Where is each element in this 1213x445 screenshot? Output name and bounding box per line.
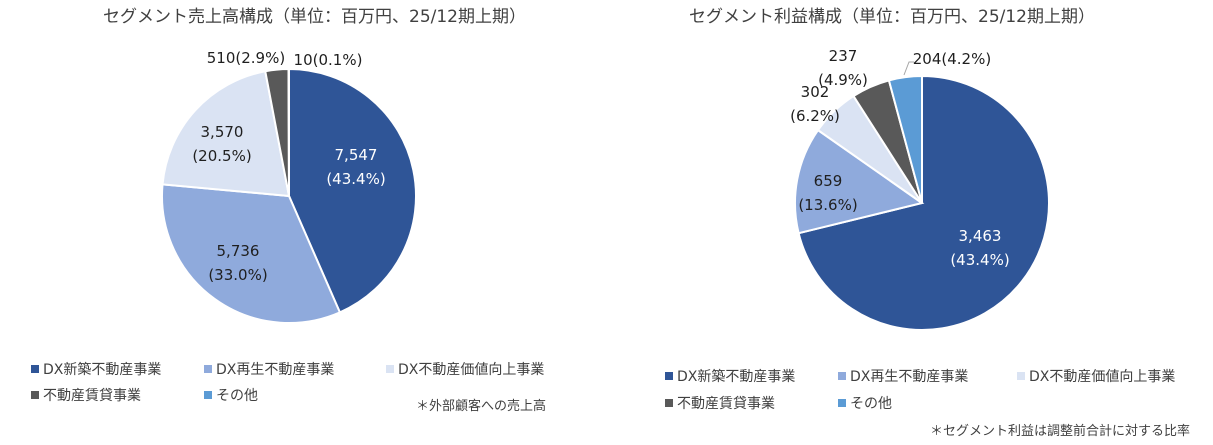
profit-chart-title: セグメント利益構成（単位：百万円、25/12期上期） [689, 7, 1095, 27]
profit-slice-dx-new [797, 74, 1050, 331]
profit-legend-label-1: DX再生不動産事業 [850, 369, 968, 385]
profit-chart: セグメント利益構成（単位：百万円、25/12期上期） 3,463 (43.4%)… [665, 7, 1190, 439]
profit-legend-label-3: 不動産賃貸事業 [677, 396, 775, 412]
profit-label-value-0: 3,463 [959, 227, 1002, 245]
sales-chart-title: セグメント売上高構成（単位：百万円、25/12期上期） [103, 7, 526, 27]
profit-label-value-4: 204(4.2%) [913, 50, 991, 68]
sales-legend-label-0: DX新築不動産事業 [43, 362, 161, 378]
profit-legend-swatch-2 [1017, 372, 1025, 380]
sales-legend-swatch-2 [386, 365, 394, 373]
sales-legend-label-3: 不動産賃貸事業 [43, 388, 141, 404]
sales-label-value-0: 7,547 [335, 146, 378, 164]
sales-label-value-2: 3,570 [201, 123, 244, 141]
sales-slice-dx-renovation [161, 183, 342, 324]
sales-slice-dx-new [288, 67, 417, 314]
profit-legend-swatch-1 [838, 372, 846, 380]
sales-label-pct-0: (43.4%) [326, 170, 385, 188]
sales-label-pct-1: (33.0%) [208, 266, 267, 284]
sales-slice-dx-value-up [161, 70, 291, 198]
sales-legend-swatch-1 [204, 365, 212, 373]
profit-label-value-1: 659 [814, 172, 843, 190]
sales-legend-swatch-3 [31, 391, 39, 399]
sales-legend-swatch-0 [31, 365, 39, 373]
sales-label-value-4: 10(0.1%) [294, 51, 363, 69]
profit-legend: DX新築不動産事業 DX再生不動産事業 DX不動産価値向上事業 不動産賃貸事業 … [665, 369, 1175, 412]
sales-label-pct-2: (20.5%) [192, 147, 251, 165]
profit-label-value-2: 302 [801, 83, 830, 101]
profit-legend-label-4: その他 [850, 396, 892, 412]
profit-label-pct-2: (6.2%) [790, 107, 840, 125]
sales-chart: セグメント売上高構成（単位：百万円、25/12期上期） 7,547 (43.4%… [31, 7, 546, 414]
profit-legend-swatch-3 [665, 399, 673, 407]
sales-legend-label-4: その他 [216, 388, 258, 404]
profit-legend-label-2: DX不動産価値向上事業 [1029, 369, 1175, 385]
profit-label-pct-1: (13.6%) [798, 196, 857, 214]
sales-pie [161, 67, 417, 324]
sales-legend-swatch-4 [204, 391, 212, 399]
sales-legend-label-1: DX再生不動産事業 [216, 362, 334, 378]
profit-slice-dx-renovation [794, 128, 925, 235]
profit-legend-swatch-0 [665, 372, 673, 380]
profit-label-value-3: 237 [829, 47, 858, 65]
sales-legend-label-2: DX不動産価値向上事業 [398, 362, 544, 378]
profit-note: ＊セグメント利益は調整前合計に対する比率 [930, 423, 1190, 439]
profit-label-pct-0: (43.4%) [950, 251, 1009, 269]
sales-legend: DX新築不動産事業 DX再生不動産事業 DX不動産価値向上事業 不動産賃貸事業 … [31, 362, 544, 404]
profit-label-pct-3: (4.9%) [818, 71, 868, 89]
sales-note: ＊外部顧客への売上高 [416, 398, 546, 414]
sales-label-value-3: 510(2.9%) [207, 49, 285, 67]
profit-slice-other [887, 74, 923, 204]
profit-leader-line [903, 61, 914, 76]
profit-legend-swatch-4 [838, 399, 846, 407]
sales-label-value-1: 5,736 [217, 242, 260, 260]
profit-legend-label-0: DX新築不動産事業 [677, 369, 795, 385]
profit-pie [794, 74, 1050, 331]
